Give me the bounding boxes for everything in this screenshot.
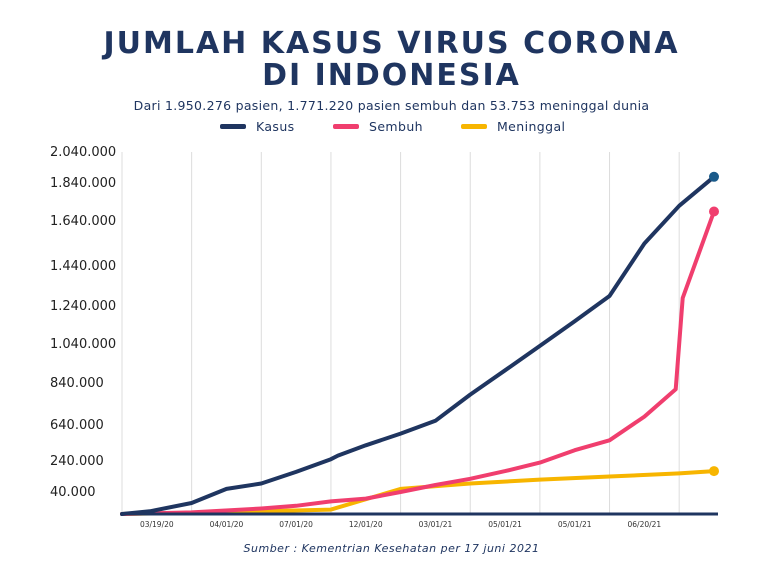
legend-item-kasus: Kasus bbox=[220, 119, 295, 134]
y-tick-label: 40.000 bbox=[50, 485, 96, 500]
legend-item-sembuh: Sembuh bbox=[333, 119, 423, 134]
series-end-point-sembuh bbox=[709, 206, 719, 217]
x-tick-label: 04/01/20 bbox=[210, 520, 244, 529]
y-tick-label: 240.000 bbox=[50, 454, 104, 469]
legend-label-kasus: Kasus bbox=[256, 119, 295, 134]
series-line-kasus bbox=[120, 174, 716, 516]
legend-swatch-kasus bbox=[220, 124, 246, 129]
x-tick-label: 06/20/21 bbox=[628, 520, 662, 529]
x-tick-label: 07/01/20 bbox=[279, 520, 313, 529]
series-end-point-meninggal bbox=[709, 466, 719, 477]
y-tick-label: 2.040.000 bbox=[50, 145, 116, 160]
y-tick-label: 840.000 bbox=[50, 376, 104, 391]
y-tick-label: 1.240.000 bbox=[50, 299, 116, 314]
chart-series bbox=[120, 171, 719, 516]
x-tick-label: 03/19/20 bbox=[140, 520, 174, 529]
x-tick-label: 03/01/21 bbox=[419, 520, 453, 529]
legend-swatch-sembuh bbox=[333, 124, 359, 129]
legend-item-meninggal: Meninggal bbox=[461, 119, 565, 134]
source-note: Sumber : Kementrian Kesehatan per 17 jun… bbox=[243, 542, 540, 555]
y-tick-label: 1.440.000 bbox=[50, 259, 116, 274]
series-line-sembuh bbox=[120, 209, 716, 516]
y-tick-label: 1.040.000 bbox=[50, 337, 116, 352]
legend-swatch-meninggal bbox=[461, 124, 487, 129]
chart-grid bbox=[121, 152, 680, 514]
chart-legend: Kasus Sembuh Meninggal bbox=[0, 119, 783, 135]
legend-label-sembuh: Sembuh bbox=[369, 119, 423, 134]
chart-title-line-1: JUMLAH KASUS VIRUS CORONA bbox=[103, 26, 680, 61]
chart-subtitle: Dari 1.950.276 pasien, 1.771.220 pasien … bbox=[133, 98, 650, 113]
x-tick-label: 12/01/20 bbox=[349, 520, 383, 529]
y-tick-label: 640.000 bbox=[50, 418, 104, 433]
y-axis-ticks: 2.040.000 1.840.000 1.640.000 1.440.000 1.24… bbox=[50, 145, 116, 500]
chart-title-line-2: DI INDONESIA bbox=[262, 58, 521, 93]
x-tick-label: 05/01/21 bbox=[488, 520, 522, 529]
x-axis-ticks: 03/19/20 04/01/20 07/01/20 12/01/20 03/01/21… bbox=[140, 520, 661, 529]
legend-label-meninggal: Meninggal bbox=[497, 119, 566, 134]
y-tick-label: 1.640.000 bbox=[50, 214, 116, 229]
series-end-point-kasus bbox=[709, 171, 719, 182]
series-line-meninggal bbox=[120, 469, 716, 516]
x-tick-label: 05/01/21 bbox=[558, 520, 592, 529]
y-tick-label: 1.840.000 bbox=[50, 176, 116, 191]
